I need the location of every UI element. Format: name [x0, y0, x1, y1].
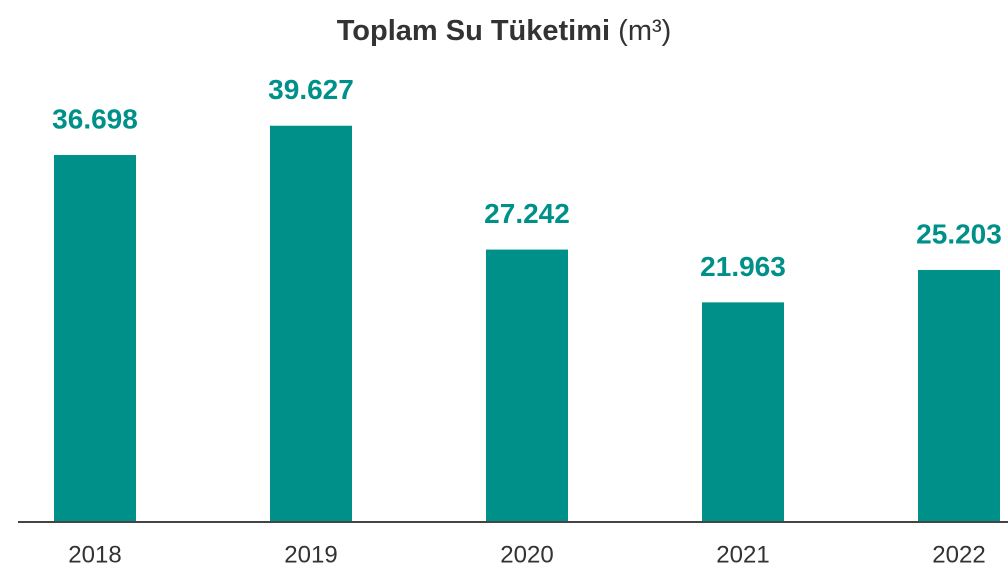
value-label: 36.698: [52, 103, 138, 134]
title-main: Toplam Su Tüketimi: [337, 15, 610, 47]
x-tick-label: 2018: [68, 541, 121, 568]
chart-title: Toplam Su Tüketimi (m³): [337, 15, 672, 47]
bar: [702, 302, 784, 522]
value-label: 27.242: [484, 198, 570, 229]
bar: [486, 249, 568, 522]
x-tick-label: 2019: [284, 541, 337, 568]
value-label: 25.203: [916, 218, 1002, 249]
bar: [54, 155, 136, 522]
x-tick-label: 2022: [932, 541, 985, 568]
x-tick-label: 2021: [716, 541, 769, 568]
bar: [270, 125, 352, 522]
x-tick-label: 2020: [500, 541, 553, 568]
title-unit: (m³): [618, 15, 671, 47]
bar: [918, 269, 1000, 522]
value-label: 39.627: [268, 74, 354, 105]
value-label: 21.963: [700, 251, 786, 282]
